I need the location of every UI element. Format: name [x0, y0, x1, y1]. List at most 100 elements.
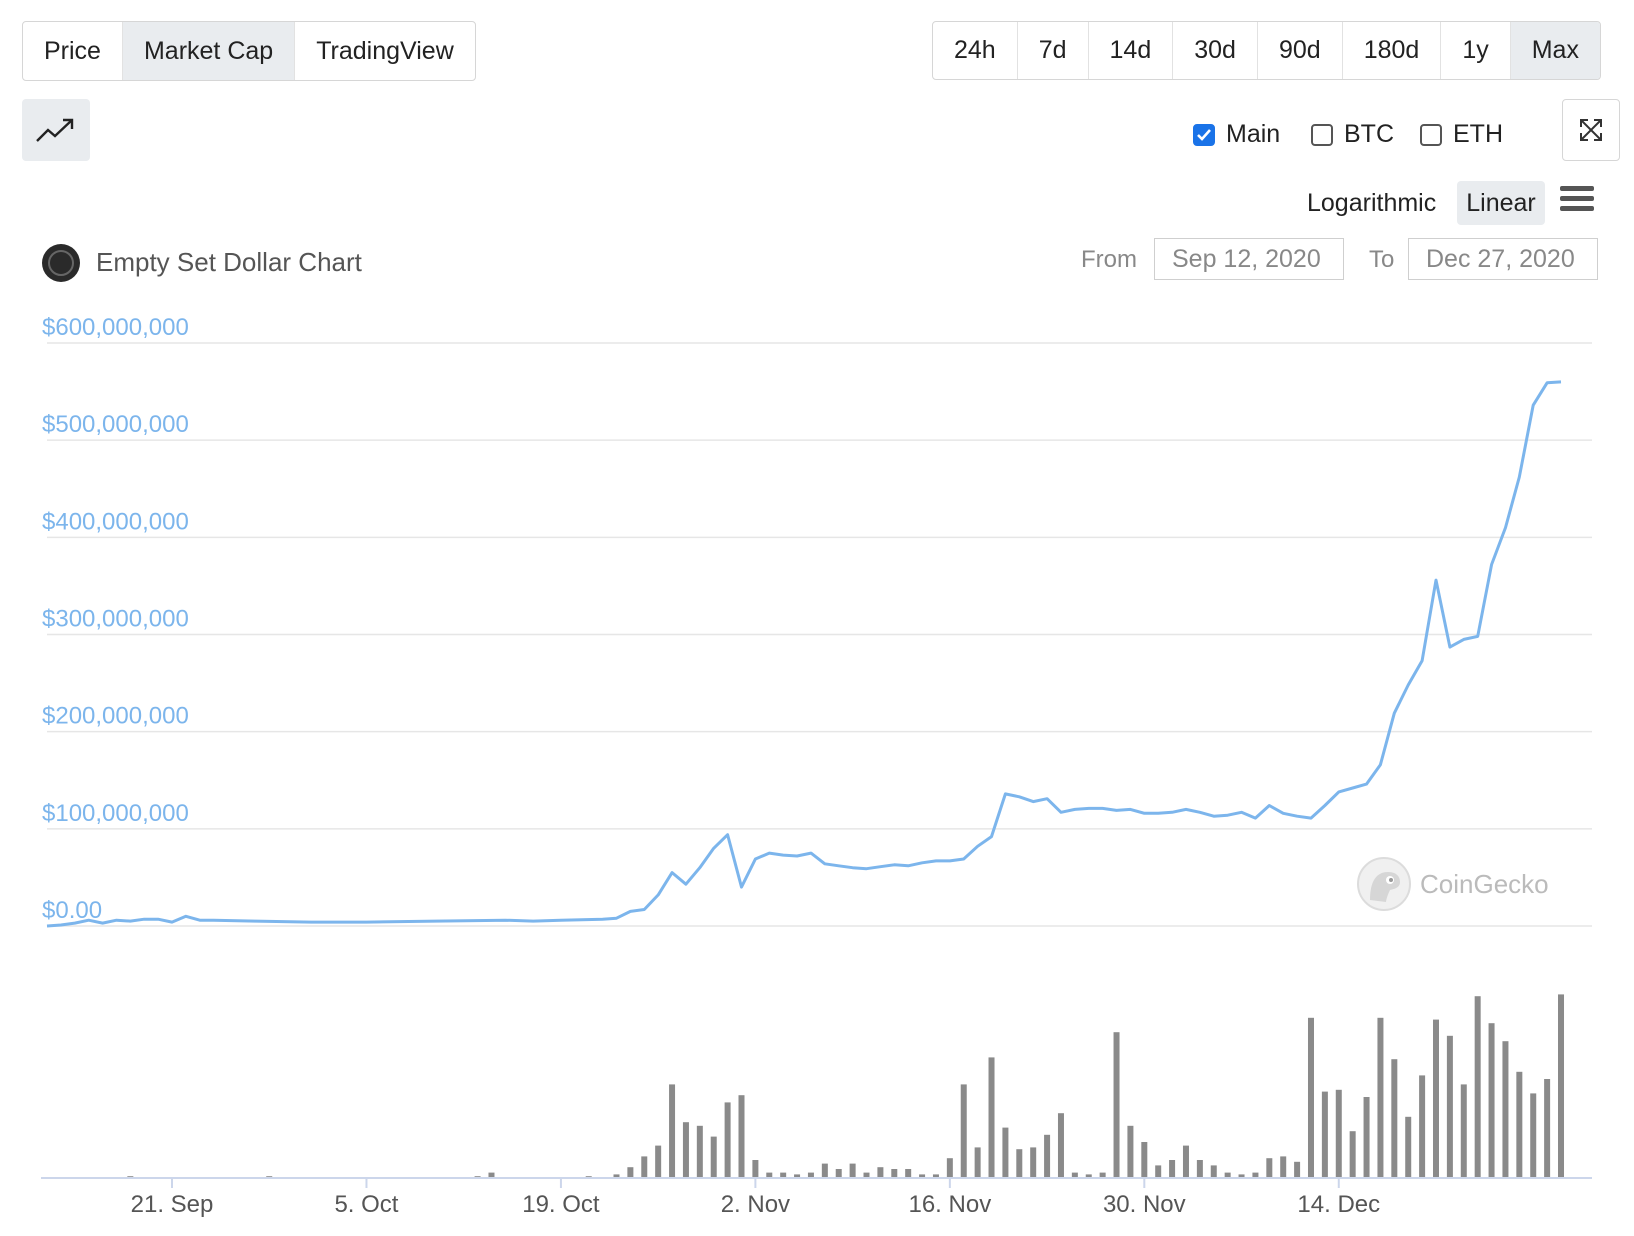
x-tick-label: 5. Oct	[334, 1191, 398, 1218]
volume-bar	[1460, 1084, 1467, 1178]
volume-bar	[919, 1174, 926, 1178]
volume-bar	[1085, 1174, 1092, 1178]
range-90d[interactable]: 90d	[1258, 22, 1343, 79]
volume-bar	[1419, 1075, 1426, 1178]
eth-toggle-label: ETH	[1453, 120, 1503, 148]
volume-bar	[988, 1057, 995, 1178]
volume-bar	[1057, 1113, 1064, 1178]
chart-type-toggle-button[interactable]	[22, 99, 90, 161]
volume-bar	[794, 1174, 801, 1178]
x-axis: 21. Sep 5. Oct 19. Oct 2. Nov 16. Nov 30. Nov…	[41, 1177, 1592, 1218]
chart-title: Empty Set Dollar Chart	[96, 247, 362, 277]
main-toggle[interactable]: Main	[1193, 120, 1280, 149]
volume-bar	[1544, 1079, 1551, 1178]
to-date-input[interactable]: Dec 27, 2020	[1408, 238, 1598, 280]
volume-bar	[1002, 1127, 1009, 1178]
volume-bar	[1558, 994, 1565, 1178]
tab-tradingview[interactable]: TradingView	[316, 37, 454, 65]
tab-price[interactable]: Price	[23, 22, 123, 80]
x-tick-label: 21. Sep	[131, 1191, 214, 1218]
x-tick-label: 16. Nov	[908, 1191, 991, 1218]
volume-bar	[946, 1158, 953, 1178]
eth-checkbox[interactable]	[1420, 123, 1442, 146]
volume-bar	[724, 1102, 731, 1178]
btc-toggle[interactable]: BTC	[1311, 120, 1394, 149]
volume-bar	[1363, 1097, 1370, 1178]
volume-bar	[1099, 1172, 1106, 1178]
coingecko-watermark: CoinGecko	[1356, 856, 1549, 912]
tab-market-cap[interactable]: Market Cap	[122, 22, 296, 80]
volume-bar	[863, 1172, 870, 1178]
volume-bar	[1307, 1017, 1314, 1178]
y-axis-labels: $0.00$100,000,000$200,000,000$300,000,00…	[42, 314, 189, 924]
range-24h[interactable]: 24h	[933, 22, 1018, 79]
volume-bar	[669, 1084, 676, 1178]
volume-bar	[821, 1163, 828, 1178]
volume-bar	[807, 1172, 814, 1178]
volume-bar	[696, 1125, 703, 1178]
range-180d[interactable]: 180d	[1343, 22, 1442, 79]
y-tick-label: $300,000,000	[42, 606, 189, 633]
volume-bar	[1502, 1041, 1509, 1178]
volume-bar	[932, 1174, 939, 1178]
volume-bar	[1433, 1019, 1439, 1178]
market-cap-line	[46, 380, 1562, 928]
volume-bar	[488, 1172, 495, 1178]
range-tabs: 24h 7d 14d 30d 90d 180d 1y Max	[932, 21, 1601, 80]
volume-bar	[613, 1174, 620, 1178]
to-label: To	[1369, 246, 1395, 273]
linear-scale-button[interactable]: Linear	[1457, 181, 1545, 225]
watermark-text: CoinGecko	[1420, 868, 1549, 899]
market-cap-series	[46, 380, 1562, 928]
eth-toggle[interactable]: ETH	[1420, 120, 1503, 149]
checkmark-icon	[1197, 128, 1211, 141]
y-tick-label: $500,000,000	[42, 411, 189, 438]
volume-bar	[1321, 1091, 1328, 1178]
fullscreen-icon	[1580, 119, 1602, 141]
x-tick-label: 19. Oct	[522, 1191, 600, 1218]
coingecko-gecko-icon	[1357, 857, 1411, 911]
y-tick-label: $100,000,000	[42, 800, 189, 827]
volume-bar	[710, 1136, 717, 1178]
volume-bar	[960, 1084, 967, 1178]
volume-bar	[1030, 1147, 1037, 1178]
y-tick-label: $400,000,000	[42, 508, 189, 535]
range-14d[interactable]: 14d	[1089, 22, 1174, 79]
volume-bar	[1238, 1174, 1245, 1178]
fullscreen-button[interactable]	[1562, 99, 1620, 161]
volume-bar	[849, 1163, 856, 1178]
volume-bars	[127, 994, 1565, 1178]
volume-bar	[1252, 1172, 1259, 1178]
volume-bar	[1113, 1032, 1120, 1178]
volume-bar	[1474, 996, 1481, 1178]
main-checkbox[interactable]	[1193, 123, 1215, 146]
volume-bar	[1335, 1089, 1342, 1178]
volume-bar	[1530, 1093, 1537, 1178]
volume-bar	[1266, 1158, 1273, 1178]
volume-bar	[1280, 1156, 1287, 1178]
volume-bar	[1169, 1160, 1176, 1178]
volume-bar	[1044, 1134, 1051, 1178]
volume-bar	[682, 1122, 689, 1178]
volume-bar	[1127, 1125, 1134, 1178]
range-30d[interactable]: 30d	[1173, 22, 1258, 79]
range-7d[interactable]: 7d	[1018, 22, 1089, 79]
logarithmic-scale-button[interactable]: Logarithmic	[1307, 189, 1437, 217]
btc-checkbox[interactable]	[1311, 123, 1333, 146]
from-date-input[interactable]: Sep 12, 2020	[1154, 238, 1344, 280]
volume-bar	[627, 1167, 634, 1178]
range-1y[interactable]: 1y	[1441, 22, 1511, 79]
view-tabs: Price Market Cap TradingView	[22, 21, 476, 81]
volume-bar	[655, 1145, 662, 1178]
volume-bar	[766, 1172, 773, 1178]
volume-bar	[1446, 1035, 1453, 1178]
volume-bar	[1141, 1142, 1148, 1178]
volume-bar	[1016, 1149, 1023, 1178]
empty-set-dollar-logo-icon	[41, 243, 81, 288]
volume-bar	[905, 1169, 912, 1178]
volume-bar	[738, 1095, 745, 1178]
range-max[interactable]: Max	[1510, 22, 1600, 79]
hamburger-menu-icon[interactable]	[1560, 186, 1594, 217]
volume-bar	[891, 1169, 898, 1178]
